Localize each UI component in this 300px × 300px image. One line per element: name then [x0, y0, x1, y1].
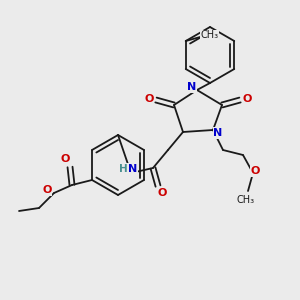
- Text: CH₃: CH₃: [237, 195, 255, 205]
- Text: O: O: [60, 154, 70, 164]
- Text: O: O: [144, 94, 154, 104]
- Text: O: O: [242, 94, 252, 104]
- Text: CH₃: CH₃: [201, 30, 219, 40]
- Text: N: N: [213, 128, 223, 138]
- Text: O: O: [42, 185, 52, 195]
- Text: N: N: [188, 82, 196, 92]
- Text: H: H: [118, 164, 127, 174]
- Text: O: O: [157, 188, 167, 198]
- Text: N: N: [128, 164, 138, 174]
- Text: O: O: [250, 166, 260, 176]
